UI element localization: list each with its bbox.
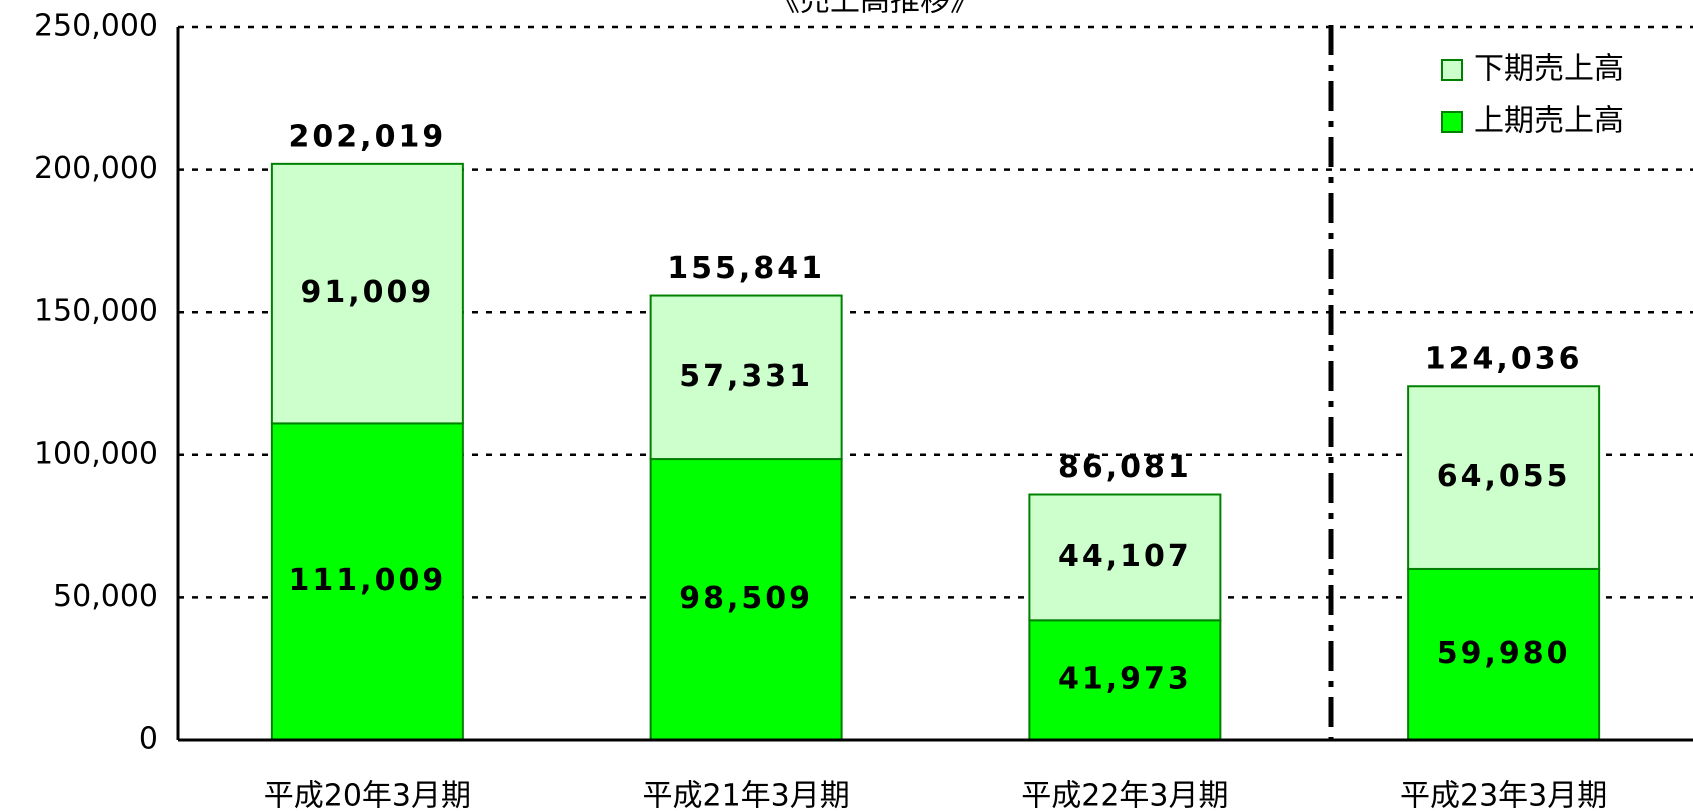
value-label: 111,009 — [289, 563, 447, 598]
y-tick-label: 250,000 — [34, 9, 158, 44]
legend-swatch — [1441, 111, 1463, 133]
total-label: 155,841 — [667, 251, 825, 286]
y-tick-label: 50,000 — [53, 579, 158, 614]
y-tick-label: 0 — [139, 722, 158, 757]
total-label: 124,036 — [1425, 342, 1583, 377]
bar-segment — [270, 162, 464, 425]
bar-segment — [1407, 385, 1601, 570]
value-label: 57,331 — [679, 359, 813, 394]
x-tick-label: 平成21年3月期 — [642, 779, 849, 811]
chart-title: 《売上高推移》 — [770, 0, 980, 19]
x-tick-label: 平成20年3月期 — [264, 779, 471, 811]
value-label: 41,973 — [1058, 662, 1192, 697]
y-tick-label: 150,000 — [34, 294, 158, 329]
legend-label: 上期売上高 — [1474, 104, 1624, 139]
total-label: 86,081 — [1058, 450, 1192, 485]
x-tick-label: 平成22年3月期 — [1021, 779, 1228, 811]
total-label: 202,019 — [289, 119, 447, 154]
legend-swatch — [1441, 59, 1463, 81]
bar-segment — [1028, 619, 1222, 742]
x-tick-label: 平成23年3月期 — [1400, 779, 1607, 811]
bar-segment — [649, 458, 843, 741]
y-tick-label: 200,000 — [34, 151, 158, 186]
legend-label: 下期売上高 — [1474, 52, 1624, 87]
value-label: 44,107 — [1058, 539, 1192, 574]
value-label: 91,009 — [300, 275, 434, 310]
bar-segment — [649, 294, 843, 461]
y-tick-label: 100,000 — [34, 436, 158, 471]
bar-segment — [270, 422, 464, 741]
bar-segment — [1028, 493, 1222, 622]
value-label: 64,055 — [1437, 459, 1571, 494]
value-label: 59,980 — [1437, 636, 1571, 671]
value-label: 98,509 — [679, 581, 813, 616]
